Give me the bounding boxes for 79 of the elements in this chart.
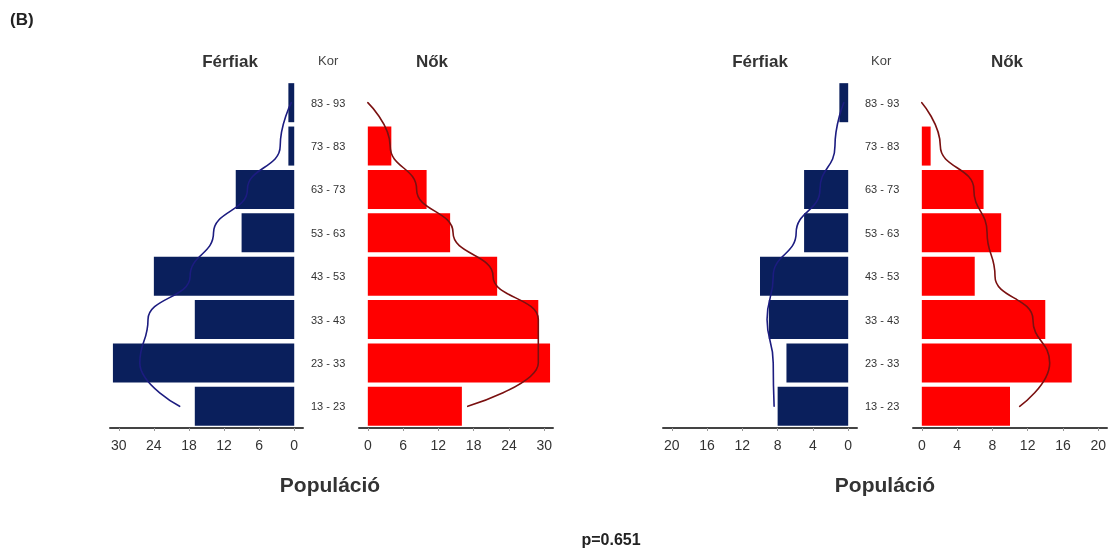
bar	[288, 83, 295, 123]
x-tick-label: 30	[536, 437, 553, 453]
x-tick-label: 30	[110, 437, 127, 453]
chart-title: Nők	[990, 52, 1024, 71]
x-tick-label: 18	[465, 437, 482, 453]
bar	[235, 169, 295, 209]
bar	[367, 213, 451, 253]
x-tick-label: 8	[773, 437, 782, 453]
y-tick-label: 43 - 53	[311, 270, 346, 283]
text: (B)	[10, 10, 34, 30]
bar	[367, 126, 392, 166]
bar	[194, 300, 295, 340]
chart-title: Férfiak	[732, 52, 789, 71]
chart-title: Férfiak	[202, 52, 259, 71]
x-tick-label: 16	[699, 437, 716, 453]
bar	[839, 83, 849, 123]
y-tick-label: 63 - 73	[865, 183, 900, 196]
x-tick-label: 0	[917, 437, 926, 453]
x-tick-label: 20	[664, 437, 680, 453]
bar	[760, 256, 849, 296]
x-tick-label: 4	[809, 437, 818, 453]
bar	[367, 169, 427, 209]
chart-title: Nők	[415, 52, 449, 71]
bar	[921, 256, 975, 296]
bar	[804, 213, 849, 253]
y-tick-label: 63 - 73	[311, 183, 346, 196]
bar	[288, 126, 295, 166]
x-tick-label: 8	[988, 437, 997, 453]
bar	[112, 343, 295, 383]
bar	[768, 300, 849, 340]
x-tick-label: 12	[430, 437, 447, 453]
y-axis-title: Kor	[318, 53, 339, 68]
bar	[921, 300, 1046, 340]
y-tick-label: 23 - 33	[865, 356, 900, 369]
y-tick-label: 73 - 83	[311, 140, 346, 153]
bar	[921, 126, 931, 166]
bar	[804, 169, 849, 209]
x-tick-label: 24	[146, 437, 162, 453]
y-tick-label: 53 - 63	[865, 226, 900, 239]
y-tick-label: 23 - 33	[311, 356, 346, 369]
y-tick-label: 73 - 83	[865, 140, 900, 153]
bar	[777, 386, 849, 426]
x-tick-label: 4	[953, 437, 962, 453]
y-tick-label: 33 - 43	[311, 313, 346, 326]
y-tick-label: 13 - 23	[865, 400, 900, 413]
x-tick-label: 20	[1090, 437, 1107, 453]
x-tick-label: 12	[216, 437, 233, 453]
x-axis-title: Populáció	[279, 473, 381, 496]
x-tick-label: 0	[363, 437, 372, 453]
y-tick-label: 53 - 63	[311, 226, 346, 239]
bar	[367, 343, 551, 383]
bar	[921, 169, 984, 209]
bar	[367, 300, 539, 340]
y-tick-label: 83 - 93	[865, 96, 900, 109]
y-tick-label: 13 - 23	[311, 400, 346, 413]
text: p=0.651	[581, 531, 641, 549]
y-tick-label: 43 - 53	[865, 270, 900, 283]
x-tick-label: 12	[1019, 437, 1036, 453]
bar	[921, 343, 1072, 383]
x-tick-label: 0	[290, 437, 299, 453]
bar	[194, 386, 295, 426]
y-axis-title: Kor	[871, 53, 892, 68]
x-tick-label: 24	[501, 437, 517, 453]
x-axis-title: Populáció	[834, 473, 936, 496]
x-tick-label: 6	[255, 437, 264, 453]
x-tick-label: 18	[181, 437, 197, 453]
bar	[921, 213, 1002, 253]
y-tick-label: 83 - 93	[311, 96, 346, 109]
y-tick-label: 33 - 43	[865, 313, 900, 326]
x-tick-label: 12	[734, 437, 751, 453]
bar	[153, 256, 295, 296]
bar	[367, 386, 462, 426]
bar	[241, 213, 295, 253]
x-tick-label: 0	[844, 437, 853, 453]
x-tick-label: 16	[1055, 437, 1071, 453]
bar	[786, 343, 849, 383]
x-tick-label: 6	[399, 437, 408, 453]
bar	[367, 256, 498, 296]
bar	[921, 386, 1010, 426]
